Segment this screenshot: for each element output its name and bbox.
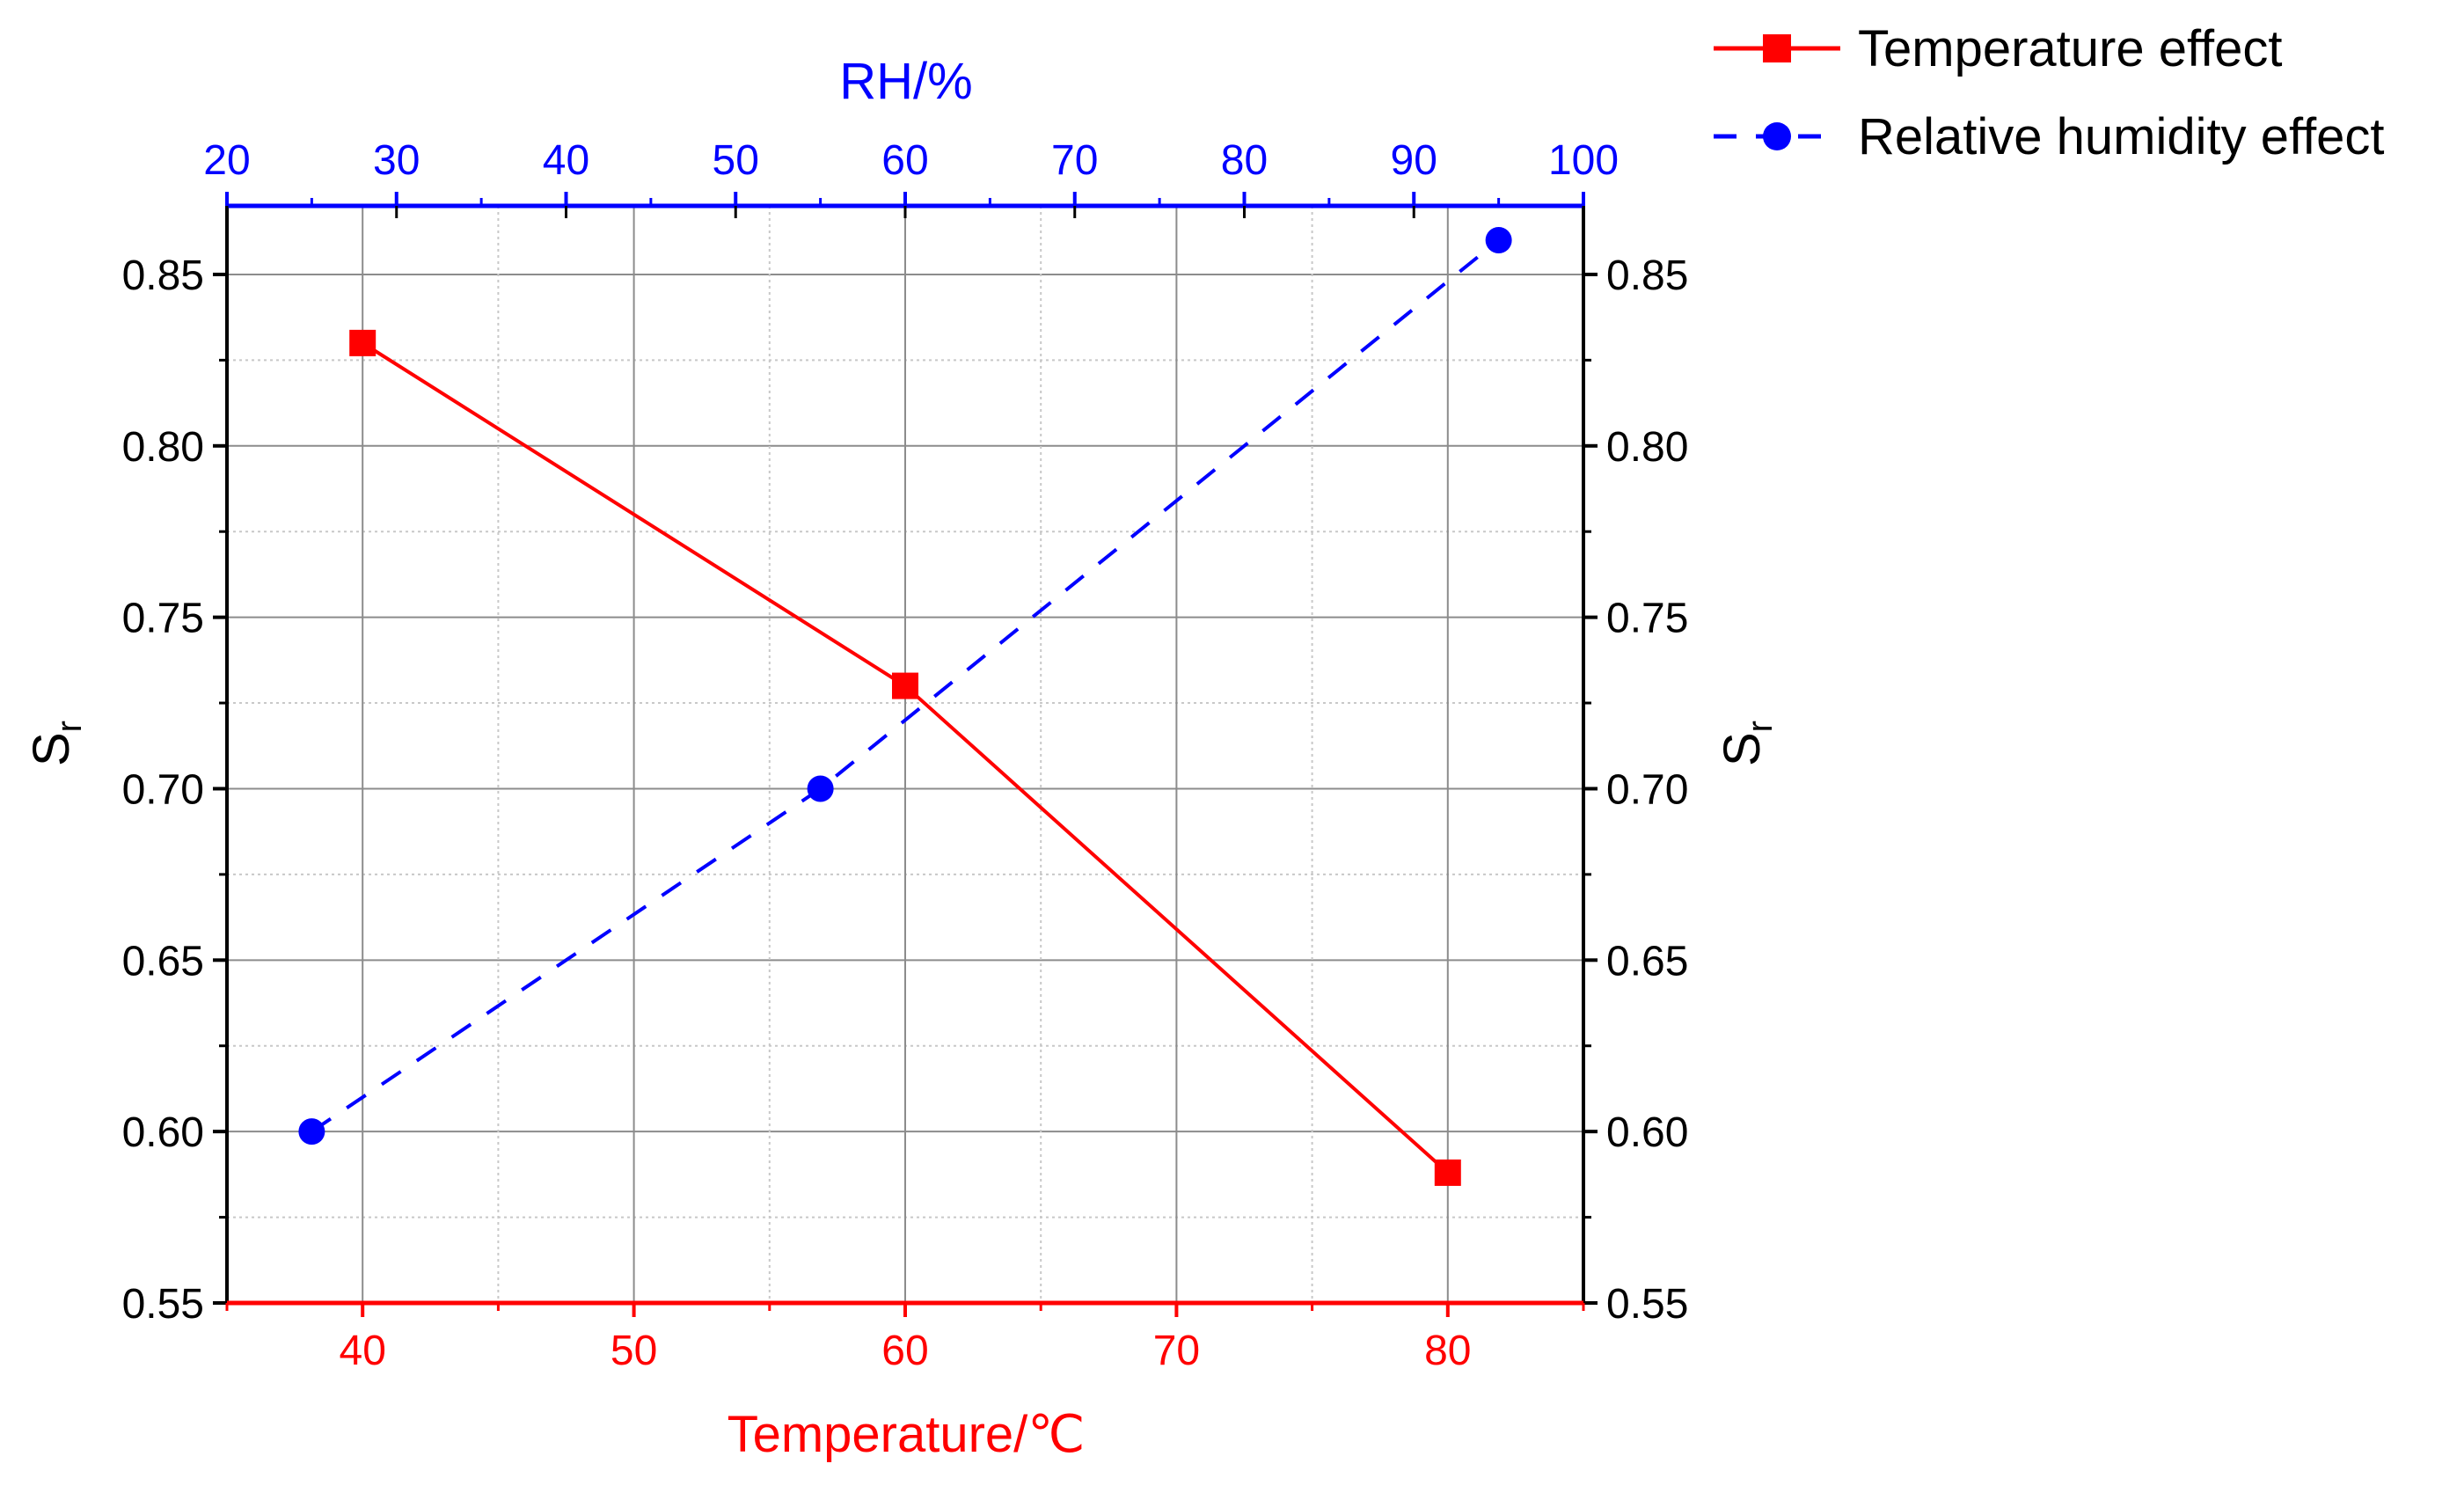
legend-square-marker bbox=[1763, 34, 1791, 62]
y-left-axis-title-main: S bbox=[23, 732, 80, 766]
y-left-tick-label: 0.70 bbox=[122, 766, 204, 813]
x-bottom-axis-title: Temperature/℃ bbox=[728, 1406, 1086, 1463]
y-right-tick-label: 0.60 bbox=[1606, 1109, 1688, 1156]
x-top-tick-label: 80 bbox=[1221, 137, 1268, 184]
y-right-tick-label: 0.85 bbox=[1606, 252, 1688, 299]
x-bottom-tick-label: 40 bbox=[340, 1328, 386, 1374]
y-left-tick-label: 0.85 bbox=[122, 252, 204, 299]
y-left-tick-label: 0.55 bbox=[122, 1281, 204, 1328]
svg-text:Sr: Sr bbox=[1714, 721, 1780, 766]
x-top-tick-label: 20 bbox=[203, 137, 250, 184]
y-left-tick-label: 0.80 bbox=[122, 424, 204, 471]
data-point-temperature bbox=[1434, 1159, 1461, 1186]
grid bbox=[227, 206, 1583, 1304]
y-left-axis-title: Sr bbox=[23, 721, 89, 766]
x-top-tick-label: 60 bbox=[881, 137, 928, 184]
legend-circle-marker bbox=[1763, 122, 1791, 150]
legend-label-temperature: Temperature effect bbox=[1858, 20, 2283, 77]
data-point-temperature bbox=[349, 329, 377, 356]
axes: 0.55 0.55 0.60 0.60 0.65 0.65 0.70 0.70 0.75 0.75… bbox=[122, 137, 1689, 1374]
y-right-tick-label: 0.65 bbox=[1606, 938, 1688, 984]
data-point-temperature bbox=[892, 672, 918, 699]
y-right-axis-title: Sr bbox=[1714, 721, 1780, 766]
y-left-axis-title-sub: r bbox=[50, 721, 89, 732]
x-top-tick-label: 90 bbox=[1391, 137, 1437, 184]
x-top-tick-label: 100 bbox=[1548, 137, 1619, 184]
y-left-tick-label: 0.75 bbox=[122, 596, 204, 642]
svg-text:Sr: Sr bbox=[23, 721, 89, 766]
legend-item-temperature: Temperature effect bbox=[1714, 20, 2283, 77]
legend-item-humidity: Relative humidity effect bbox=[1714, 108, 2385, 165]
series bbox=[298, 226, 1512, 1186]
legend: Temperature effect Relative humidity eff… bbox=[1714, 20, 2385, 165]
data-point-humidity bbox=[1485, 226, 1512, 253]
y-right-tick-label: 0.75 bbox=[1606, 596, 1688, 642]
x-bottom-tick-label: 60 bbox=[881, 1328, 928, 1374]
data-point-humidity bbox=[807, 775, 834, 802]
x-top-tick-label: 70 bbox=[1051, 137, 1098, 184]
y-right-axis-title-main: S bbox=[1714, 732, 1771, 766]
x-bottom-tick-label: 80 bbox=[1424, 1328, 1471, 1374]
x-bottom-tick-label: 50 bbox=[611, 1328, 657, 1374]
y-right-tick-label: 0.80 bbox=[1606, 424, 1688, 471]
y-left-tick-label: 0.65 bbox=[122, 938, 204, 984]
y-right-axis-title-sub: r bbox=[1741, 721, 1780, 732]
x-top-tick-label: 30 bbox=[373, 137, 420, 184]
data-point-humidity bbox=[298, 1118, 325, 1145]
y-left-tick-label: 0.60 bbox=[122, 1109, 204, 1156]
x-top-tick-label: 50 bbox=[713, 137, 759, 184]
x-top-tick-label: 40 bbox=[543, 137, 589, 184]
legend-label-humidity: Relative humidity effect bbox=[1858, 108, 2385, 165]
y-right-tick-label: 0.55 bbox=[1606, 1281, 1688, 1328]
x-top-axis-title: RH/% bbox=[839, 53, 972, 110]
y-right-tick-label: 0.70 bbox=[1606, 766, 1688, 813]
x-bottom-tick-label: 70 bbox=[1153, 1328, 1200, 1374]
